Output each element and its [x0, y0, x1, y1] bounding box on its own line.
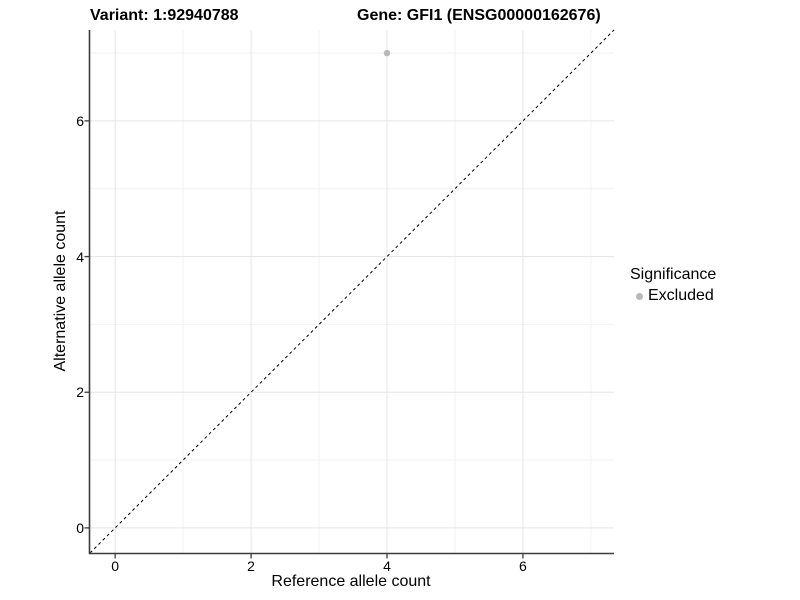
y-tick-label-0: 0	[76, 519, 84, 536]
legend-key	[630, 287, 648, 305]
x-axis-title: Reference allele count	[271, 573, 431, 590]
x-tick-label-2: 2	[247, 558, 255, 574]
legend-title: Significance	[630, 266, 717, 283]
legend-item-label: Excluded	[648, 287, 714, 304]
x-tick-label-6: 6	[519, 558, 527, 574]
y-tick-label-6: 6	[76, 112, 84, 129]
plot-title-gene: Gene: GFI1 (ENSG00000162676)	[357, 7, 601, 24]
x-tick-label-4: 4	[383, 558, 391, 574]
x-tick-label-0: 0	[111, 558, 120, 574]
data-point-excluded	[383, 49, 391, 57]
legend: Significance Excluded	[630, 266, 716, 305]
y-tick-label-2: 2	[76, 384, 84, 401]
y-axis-title: Alternative allele count	[52, 210, 69, 372]
legend-item-excluded: Excluded	[630, 287, 716, 305]
y-tick-label-4: 4	[76, 248, 84, 265]
excluded-point-icon	[635, 292, 643, 300]
plot-title-variant: Variant: 1:92940788	[90, 7, 239, 24]
identity-reference-line	[89, 29, 615, 554]
